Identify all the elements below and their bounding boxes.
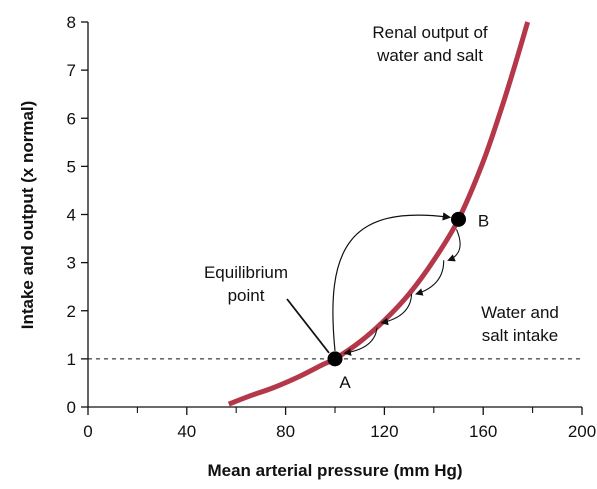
y-tick-label: 3	[67, 254, 76, 273]
x-tick-label: 80	[276, 422, 295, 441]
return-arrow	[343, 327, 378, 356]
y-tick-label: 6	[67, 109, 76, 128]
intake-label-line2: salt intake	[482, 326, 559, 345]
intake-label-line1: Water and	[481, 303, 559, 322]
renal-output-label-line1: Renal output of	[372, 23, 488, 42]
renal-output-label-line2: water and salt	[376, 46, 483, 65]
shift-arrow	[332, 212, 452, 351]
y-tick-label: 5	[67, 157, 76, 176]
equilibrium-label-line2: point	[228, 286, 265, 305]
point-b-label: B	[478, 211, 489, 230]
return-arrow	[447, 229, 461, 262]
y-tick-label: 1	[67, 350, 76, 369]
y-tick-label: 7	[67, 61, 76, 80]
x-tick-label: 200	[568, 422, 596, 441]
point-b	[451, 211, 466, 227]
y-axis-title: Intake and output (x normal)	[18, 101, 37, 330]
equilibrium-label-line1: Equilibrium	[204, 263, 288, 282]
equilibrium-pointer	[286, 298, 330, 354]
return-arrow	[415, 260, 445, 296]
x-axis-title: Mean arterial pressure (mm Hg)	[207, 461, 462, 480]
y-tick-label: 8	[67, 13, 76, 32]
x-tick-label: 40	[177, 422, 196, 441]
arrows	[286, 212, 461, 356]
x-tick-label: 160	[469, 422, 497, 441]
point-a-label: A	[339, 373, 351, 392]
point-a	[327, 351, 343, 367]
y-tick-label: 4	[67, 206, 76, 225]
y-tick-label: 2	[67, 302, 76, 321]
x-tick-label: 0	[83, 422, 92, 441]
return-arrow	[380, 293, 413, 326]
y-tick-label: 0	[67, 398, 76, 417]
x-tick-label: 120	[370, 422, 398, 441]
points: AB	[327, 211, 489, 392]
